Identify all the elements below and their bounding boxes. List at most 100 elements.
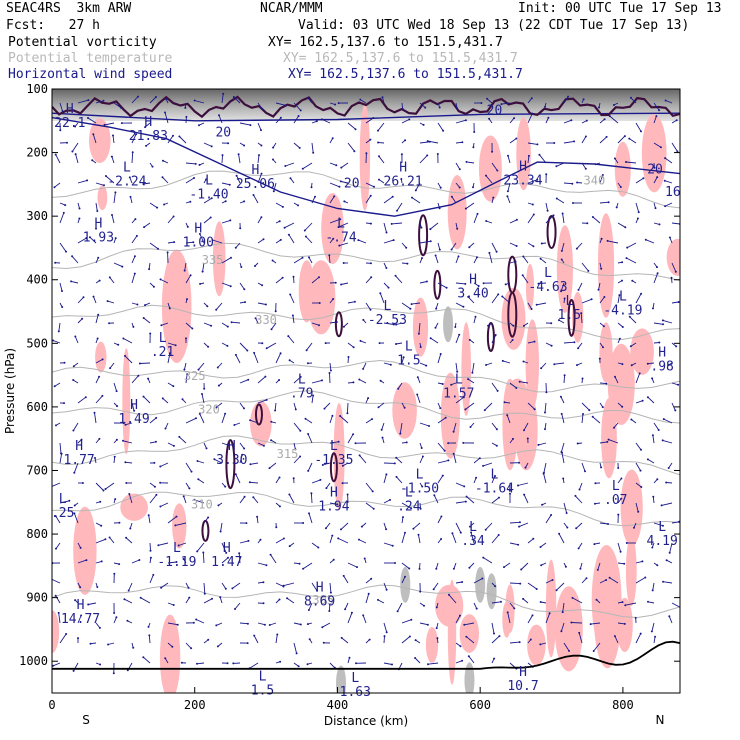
wind-vector — [466, 636, 475, 644]
extremum-letter: H — [519, 665, 527, 680]
wind-vector-head — [353, 150, 356, 153]
pv-shade-blob — [614, 141, 631, 197]
wind-vector-head — [126, 619, 129, 622]
wind-vector — [203, 217, 211, 224]
wind-vector-head — [182, 558, 185, 560]
extremum-letter: L — [544, 266, 552, 281]
wind-vector — [527, 582, 537, 590]
wind-vector — [651, 622, 655, 632]
wind-vector-head — [240, 266, 243, 268]
wind-vector — [391, 222, 403, 225]
wind-vector — [671, 262, 677, 272]
wind-vector-head — [98, 626, 101, 629]
wind-vector-head — [82, 296, 85, 299]
wind-vector-head — [581, 377, 584, 380]
wind-vector — [469, 242, 475, 248]
wind-vector-head — [328, 254, 331, 257]
wind-vector-head — [681, 607, 683, 609]
wind-vector-head — [560, 249, 563, 252]
extremum-value: 1.94 — [318, 500, 349, 515]
wind-vector-head — [550, 514, 553, 516]
wind-vector-head — [573, 341, 576, 344]
wind-vector-head — [485, 174, 487, 177]
wind-vector-head — [135, 234, 138, 237]
wind-contour-20 — [52, 116, 680, 217]
wind-vector — [556, 582, 565, 591]
wind-vector-head — [657, 429, 660, 431]
wind-vector-head — [358, 378, 361, 381]
wind-vector — [235, 354, 241, 364]
wind-vector — [593, 642, 601, 652]
wind-vector-head — [288, 493, 291, 496]
wind-vector — [455, 482, 465, 487]
wind-vector — [216, 402, 223, 408]
wind-vector — [419, 240, 431, 244]
wind-vector — [599, 441, 608, 444]
y-tick-label: 400 — [26, 273, 48, 287]
wind-vector-head — [584, 135, 587, 138]
wind-vector-head — [385, 267, 388, 269]
wind-vector-head — [438, 248, 441, 251]
wind-vector-head — [372, 117, 375, 119]
wind-vector — [562, 602, 565, 613]
wind-vector-head — [638, 372, 641, 375]
wind-vector-head — [530, 97, 533, 100]
wind-vector — [590, 622, 601, 625]
wind-vector — [203, 598, 213, 604]
wind-vector-head — [234, 608, 236, 610]
legend-pv-xy: XY= 162.5,137.6 to 151.5,431.7 — [268, 35, 503, 50]
pv-shade-blob — [554, 586, 583, 672]
wind-vector-head — [80, 438, 83, 441]
wind-vector — [629, 316, 637, 324]
wind-vector-head — [206, 305, 209, 308]
wind-vector-head — [658, 109, 661, 112]
wind-vector-head — [621, 261, 624, 264]
extremum-letter: L — [159, 331, 167, 346]
wind-vector-head — [278, 379, 281, 381]
legend-pv-label: Potential vorticity — [8, 35, 157, 50]
wind-vector-head — [540, 564, 543, 567]
wind-vector-head — [66, 141, 68, 144]
wind-vector-head — [545, 391, 548, 394]
wind-vector — [95, 100, 104, 104]
wind-vector — [199, 413, 205, 424]
wind-vector — [95, 395, 103, 404]
wind-vector-head — [155, 416, 158, 419]
wind-vector-head — [613, 635, 616, 638]
wind-vector — [249, 481, 259, 484]
wind-vector-head — [207, 516, 210, 519]
extremum-value: 1.49 — [118, 412, 149, 427]
wind-vector-head — [646, 396, 649, 399]
wind-vector — [149, 494, 157, 504]
wind-vector-head — [87, 117, 89, 119]
wind-vector-head — [603, 296, 606, 298]
wind-vector-head — [399, 432, 402, 435]
wind-vector-head — [230, 321, 233, 324]
wind-vector — [131, 559, 140, 564]
wind-vector-head — [339, 218, 342, 221]
producer-label: NCAR/MMM — [260, 1, 323, 16]
wind-vector-head — [342, 325, 345, 328]
wind-vector-head — [606, 440, 609, 443]
wind-vector — [411, 302, 421, 305]
wind-vector-head — [450, 195, 453, 198]
wind-vector — [383, 282, 389, 288]
wind-vector-head — [333, 195, 336, 198]
wind-vector-head — [98, 279, 101, 282]
wind-vector — [663, 581, 673, 584]
wind-vector-head — [370, 276, 373, 279]
wind-vector — [465, 202, 475, 209]
wind-vector — [112, 135, 115, 144]
wind-vector — [199, 233, 205, 244]
wind-vector-head — [269, 553, 272, 556]
wind-vector-head — [478, 457, 481, 460]
wind-vector — [635, 502, 639, 512]
wind-vector-head — [492, 196, 495, 199]
wind-vector — [104, 122, 115, 126]
wind-vector-head — [73, 504, 76, 507]
wind-vector-head — [161, 176, 164, 179]
wind-vector — [509, 542, 519, 546]
wind-vector-head — [476, 212, 479, 215]
wind-vector — [560, 282, 565, 292]
wind-vector-head — [261, 342, 264, 345]
